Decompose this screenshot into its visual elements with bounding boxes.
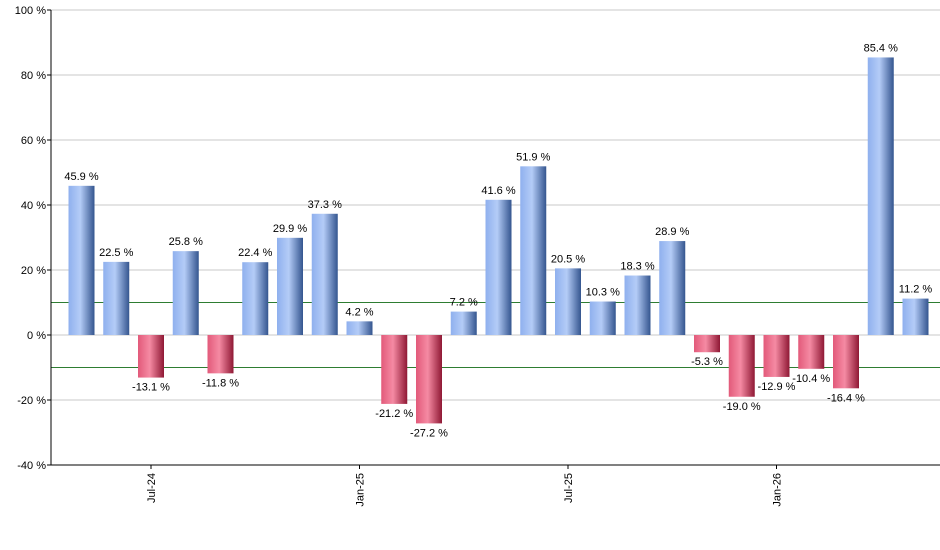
y-tick-label: 0 % xyxy=(27,330,46,342)
y-tick-label: -20 % xyxy=(17,395,46,407)
bar xyxy=(728,335,755,397)
x-tick-label: Jan-26 xyxy=(772,473,784,507)
x-tick-label: Jul-24 xyxy=(146,473,158,503)
data-label: -27.2 % xyxy=(410,427,448,439)
data-label: 25.8 % xyxy=(169,236,203,248)
data-label: -10.4 % xyxy=(792,373,830,385)
data-label: 7.2 % xyxy=(450,297,478,309)
bar xyxy=(381,335,408,404)
bar xyxy=(207,335,234,374)
bar xyxy=(311,213,338,335)
bar xyxy=(172,251,199,335)
data-label: 22.5 % xyxy=(99,247,133,259)
data-label: -13.1 % xyxy=(132,382,170,394)
axes: 100 % 80 % 60 % 40 % 20 % 0 % -20 % -40 % Jul-24… xyxy=(15,5,940,507)
bar xyxy=(798,335,825,369)
bar xyxy=(450,311,477,335)
bar xyxy=(416,335,442,424)
data-label: -16.4 % xyxy=(827,392,865,404)
bar xyxy=(103,261,130,335)
data-label: 41.6 % xyxy=(481,185,515,197)
data-label: -21.2 % xyxy=(375,408,413,420)
data-label: 4.2 % xyxy=(345,306,373,318)
bar xyxy=(833,335,859,389)
bar xyxy=(68,185,95,335)
data-label: 28.9 % xyxy=(655,226,689,238)
data-label: -11.8 % xyxy=(202,377,239,389)
data-label: 20.5 % xyxy=(551,253,585,265)
data-labels: 45.9 % 22.5 % -13.1 % 25.8 % -11.8 % 22.4 %29… xyxy=(64,42,932,439)
bar xyxy=(277,237,303,335)
x-tick-label: Jul-25 xyxy=(563,473,575,503)
data-label: 37.3 % xyxy=(308,199,342,211)
bar xyxy=(242,262,269,335)
bar xyxy=(589,301,616,335)
data-label: 18.3 % xyxy=(620,261,654,273)
bar xyxy=(346,321,373,335)
y-tick-label: 60 % xyxy=(21,135,46,147)
bar xyxy=(763,335,790,377)
bar xyxy=(867,57,894,335)
data-label: -5.3 % xyxy=(691,356,723,368)
bar xyxy=(485,199,512,335)
bar xyxy=(624,275,651,335)
bar xyxy=(694,335,720,353)
bar xyxy=(520,166,547,335)
data-label: 51.9 % xyxy=(516,151,550,163)
bar xyxy=(659,241,686,335)
y-tick-label: 100 % xyxy=(15,5,46,17)
data-label: -19.0 % xyxy=(723,401,761,413)
bar xyxy=(555,268,581,335)
data-label: -12.9 % xyxy=(758,381,796,393)
y-tick-label: 40 % xyxy=(21,200,46,212)
bar xyxy=(902,298,929,335)
data-label: 11.2 % xyxy=(899,284,933,296)
data-label: 45.9 % xyxy=(64,171,98,183)
data-label: 29.9 % xyxy=(273,223,307,235)
y-tick-label: 20 % xyxy=(21,265,46,277)
y-tick-label: 80 % xyxy=(21,70,46,82)
bar xyxy=(138,335,164,378)
data-label: 10.3 % xyxy=(586,287,620,299)
data-label: 22.4 % xyxy=(238,247,272,259)
x-tick-label: Jan-25 xyxy=(355,473,367,507)
data-label: 85.4 % xyxy=(864,42,898,54)
bars xyxy=(68,57,929,424)
y-tick-label: -40 % xyxy=(17,460,46,472)
